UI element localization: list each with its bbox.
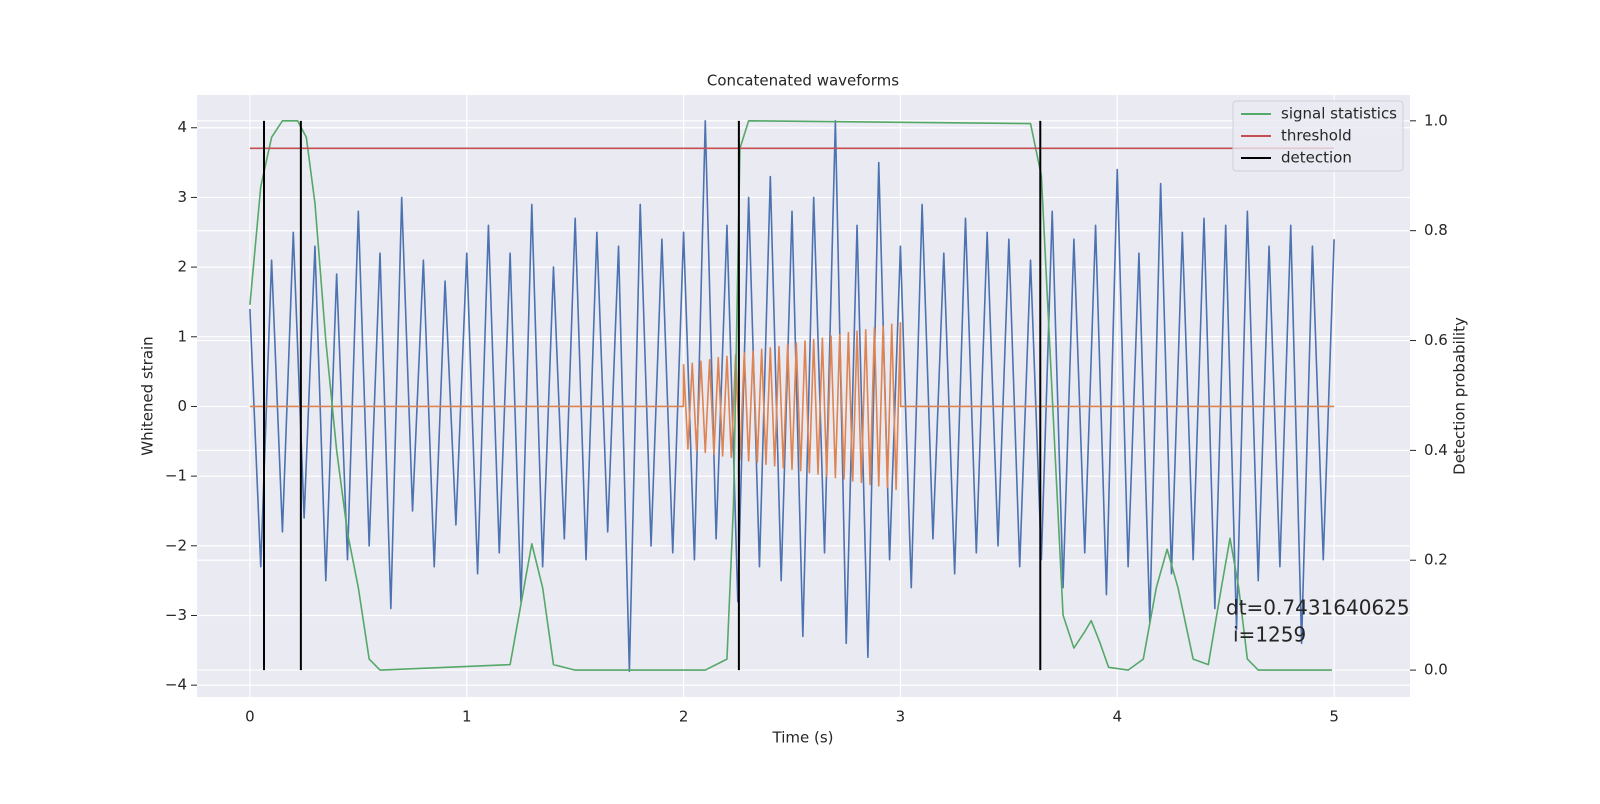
y-tick-label: 3 xyxy=(177,188,187,206)
signal-line xyxy=(249,120,1332,671)
annotation: dt=0.7431640625 xyxy=(1226,596,1410,620)
legend: signal statistics threshold detection xyxy=(1232,100,1404,172)
y-tick-label: 0 xyxy=(177,397,187,415)
legend-label: detection xyxy=(1281,149,1352,167)
x-tick-label: 5 xyxy=(1329,708,1339,726)
marks xyxy=(249,119,1335,673)
y-tick-label: −2 xyxy=(165,536,187,554)
x-tick-label: 2 xyxy=(679,708,689,726)
y-tick-label: −4 xyxy=(165,676,187,694)
legend-label: signal statistics xyxy=(1281,105,1397,123)
x-tick-label: 0 xyxy=(245,708,255,726)
y-tick-label: 1 xyxy=(177,327,187,345)
y2-tick-label: 0.6 xyxy=(1424,331,1448,349)
legend-label: threshold xyxy=(1281,127,1352,145)
waveform-line xyxy=(249,119,1335,673)
y-tick-label: −1 xyxy=(165,467,187,485)
y-tick-label: 2 xyxy=(177,258,187,276)
legend-box xyxy=(1232,100,1404,172)
y-tick-label: −3 xyxy=(165,606,187,624)
y2-axis-label: Detection probability xyxy=(1451,317,1469,475)
y2-tick-label: 1.0 xyxy=(1424,111,1448,129)
chart-title: Concatenated waveforms xyxy=(707,72,899,90)
y2-tick-label: 0.0 xyxy=(1424,661,1448,679)
waveform-line xyxy=(249,322,1335,491)
x-tick-label: 4 xyxy=(1112,708,1122,726)
x-tick-label: 3 xyxy=(896,708,906,726)
y2-tick-label: 0.4 xyxy=(1424,441,1448,459)
y2-tick-label: 0.2 xyxy=(1424,551,1448,569)
x-tick-label: 1 xyxy=(462,708,472,726)
y-axis-label: Whitened strain xyxy=(139,336,157,455)
y-tick-label: 4 xyxy=(177,118,187,136)
x-axis-label: Time (s) xyxy=(772,729,834,747)
annotation: i=1259 xyxy=(1233,623,1306,647)
y2-tick-label: 0.8 xyxy=(1424,221,1448,239)
